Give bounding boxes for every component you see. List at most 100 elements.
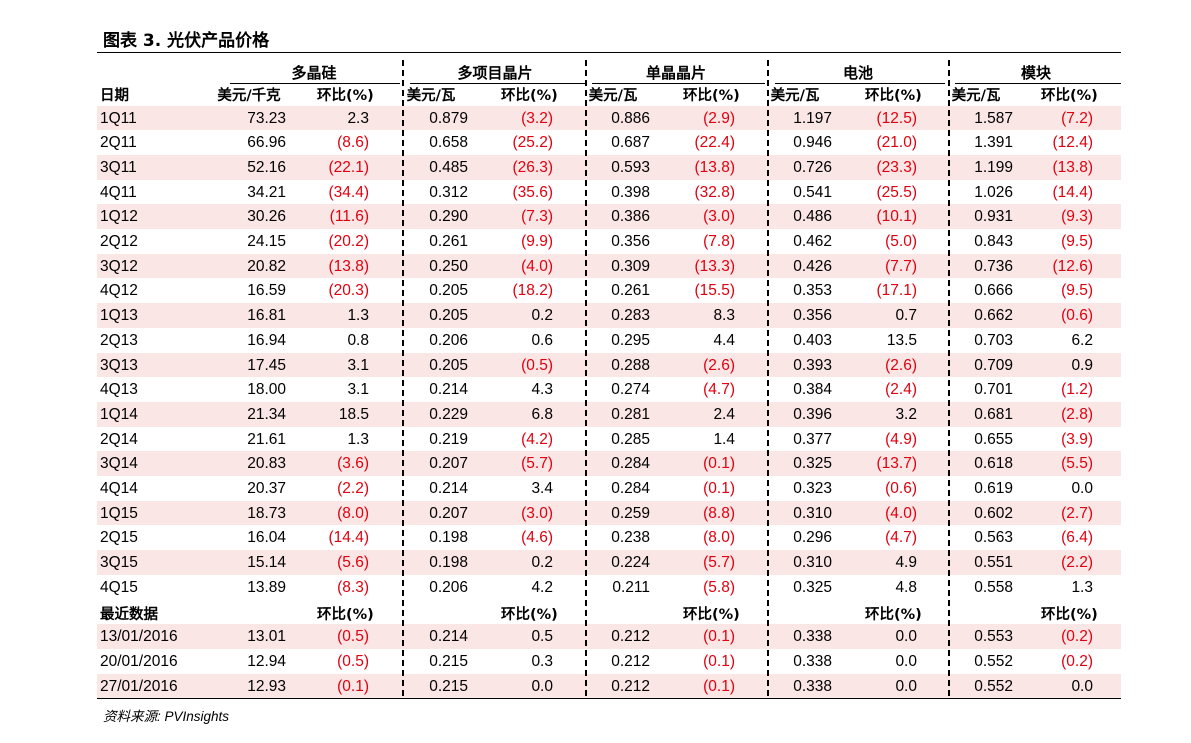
change-cell: (20.2) [328, 233, 370, 250]
price-cell: 0.486 [793, 208, 832, 226]
change-cell: 0.9 [1071, 356, 1093, 374]
change-cell: (9.5) [1061, 282, 1093, 300]
price-cell: 13.89 [247, 578, 286, 596]
change-cell: 1.4 [713, 430, 735, 448]
change-cell: (13.8) [1052, 158, 1094, 176]
price-cell: 16.04 [247, 529, 286, 547]
table-row: 2Q13 16.94 0.8 0.206 0.6 0.295 4.4 0.403 13.5 0.7… [97, 328, 1121, 353]
latest-data-label: 最近数据 [100, 606, 158, 623]
price-cell: 12.94 [247, 652, 286, 670]
price-cell: 20.37 [247, 480, 286, 497]
table-row: 27/01/2016 12.93 (0.1) 0.215 0.0 0.212 (0.1) 0.… [97, 673, 1121, 699]
price-cell: 0.310 [793, 554, 832, 572]
change-cell: 4.8 [895, 578, 917, 596]
date-cell: 4Q15 [100, 578, 138, 596]
group-underline [410, 83, 585, 84]
change-cell: (3.6) [337, 455, 369, 473]
change-cell: (5.6) [337, 554, 369, 572]
group-header: 模块 [1020, 64, 1051, 82]
price-cell: 0.886 [611, 109, 650, 127]
date-cell: 3Q14 [100, 455, 138, 473]
change-cell: 3.1 [347, 381, 369, 399]
price-cell: 0.229 [429, 405, 468, 423]
price-cell: 0.485 [429, 158, 468, 176]
price-cell: 0.205 [429, 307, 468, 325]
table-row: 4Q12 16.59 (20.3) 0.205 (18.2) 0.261 (15.5) 0.3… [97, 278, 1121, 303]
change-cell: (4.6) [521, 529, 553, 547]
table-row: 3Q11 52.16 (22.1) 0.485 (26.3) 0.593 (13.8) 0.7… [97, 154, 1121, 180]
price-cell: 0.403 [793, 331, 832, 349]
price-cell: 0.212 [611, 628, 650, 646]
change-cell: 4.2 [531, 578, 553, 596]
change-cell: 1.3 [347, 430, 369, 448]
price-cell: 0.703 [974, 331, 1013, 349]
column-separator [948, 60, 950, 696]
change-cell: (32.8) [694, 183, 736, 201]
change-cell: (1.2) [1061, 381, 1093, 399]
price-cell: 0.666 [974, 282, 1013, 300]
price-cell: 0.219 [429, 430, 468, 448]
price-cell: 0.687 [611, 134, 650, 152]
change-cell: 3.2 [895, 405, 917, 423]
change-cell: (2.2) [1061, 554, 1093, 572]
price-cell: 34.21 [247, 183, 286, 201]
table-row: 1Q13 16.81 1.3 0.205 0.2 0.283 8.3 0.356 0.7 0.66… [97, 303, 1121, 328]
price-cell: 0.946 [793, 134, 832, 152]
price-cell: 16.59 [247, 282, 286, 300]
price-cell: 0.843 [974, 233, 1013, 250]
group-underline [230, 83, 400, 84]
price-cell: 0.207 [429, 504, 468, 522]
price-cell: 0.224 [611, 554, 650, 572]
change-header: 环比(%) [501, 88, 558, 104]
change-cell: 1.3 [1071, 578, 1093, 596]
change-cell: (8.3) [337, 578, 369, 596]
price-cell: 0.618 [974, 455, 1013, 473]
date-cell: 2Q14 [100, 430, 138, 448]
change-cell: 3.1 [347, 356, 369, 374]
change-cell: (9.9) [521, 233, 553, 250]
price-cell: 0.283 [611, 307, 650, 325]
price-cell: 0.212 [611, 652, 650, 670]
change-cell: (18.2) [512, 282, 554, 300]
group-header: 电池 [842, 64, 873, 82]
change-cell: (22.4) [694, 134, 736, 152]
change-cell: (3.2) [521, 109, 553, 127]
change-cell: (0.1) [703, 628, 735, 646]
change-cell: (8.0) [337, 504, 369, 522]
change-cell: 0.0 [1071, 480, 1093, 497]
change-cell: (2.8) [1061, 405, 1093, 423]
change-cell: (13.8) [328, 257, 370, 275]
change-cell: (12.5) [876, 109, 918, 127]
date-cell: 2Q11 [100, 134, 137, 152]
date-cell: 2Q12 [100, 233, 138, 250]
change-cell: (3.0) [703, 208, 735, 226]
price-cell: 0.426 [793, 257, 832, 275]
change-cell: (10.1) [876, 208, 918, 226]
price-cell: 0.655 [974, 430, 1013, 448]
price-cell: 0.207 [429, 455, 468, 473]
price-cell: 0.309 [611, 257, 650, 275]
price-cell: 0.552 [974, 677, 1013, 695]
price-cell: 0.386 [611, 208, 650, 226]
price-cell: 0.353 [793, 282, 832, 300]
price-cell: 0.295 [611, 331, 650, 349]
change-cell: 0.0 [895, 628, 917, 646]
date-cell: 2Q15 [100, 529, 138, 547]
group-underline [592, 83, 765, 84]
change-cell: (4.9) [885, 430, 917, 448]
column-separator [585, 60, 587, 696]
change-cell: 3.4 [531, 480, 553, 497]
change-cell: (5.7) [703, 554, 735, 572]
price-cell: 1.026 [974, 183, 1013, 201]
change-cell: (8.0) [703, 529, 735, 547]
change-header: 环比(%) [865, 606, 922, 623]
change-cell: (7.7) [885, 257, 917, 275]
change-cell: 6.2 [1071, 331, 1093, 349]
date-header: 日期 [100, 88, 129, 104]
table-row: 4Q14 20.37 (2.2) 0.214 3.4 0.284 (0.1) 0.323 (0.… [97, 476, 1121, 501]
price-cell: 0.736 [974, 257, 1013, 275]
price-cell: 0.619 [974, 480, 1013, 497]
change-cell: 13.5 [886, 331, 917, 349]
date-cell: 27/01/2016 [100, 677, 178, 695]
date-cell: 4Q13 [100, 381, 138, 399]
